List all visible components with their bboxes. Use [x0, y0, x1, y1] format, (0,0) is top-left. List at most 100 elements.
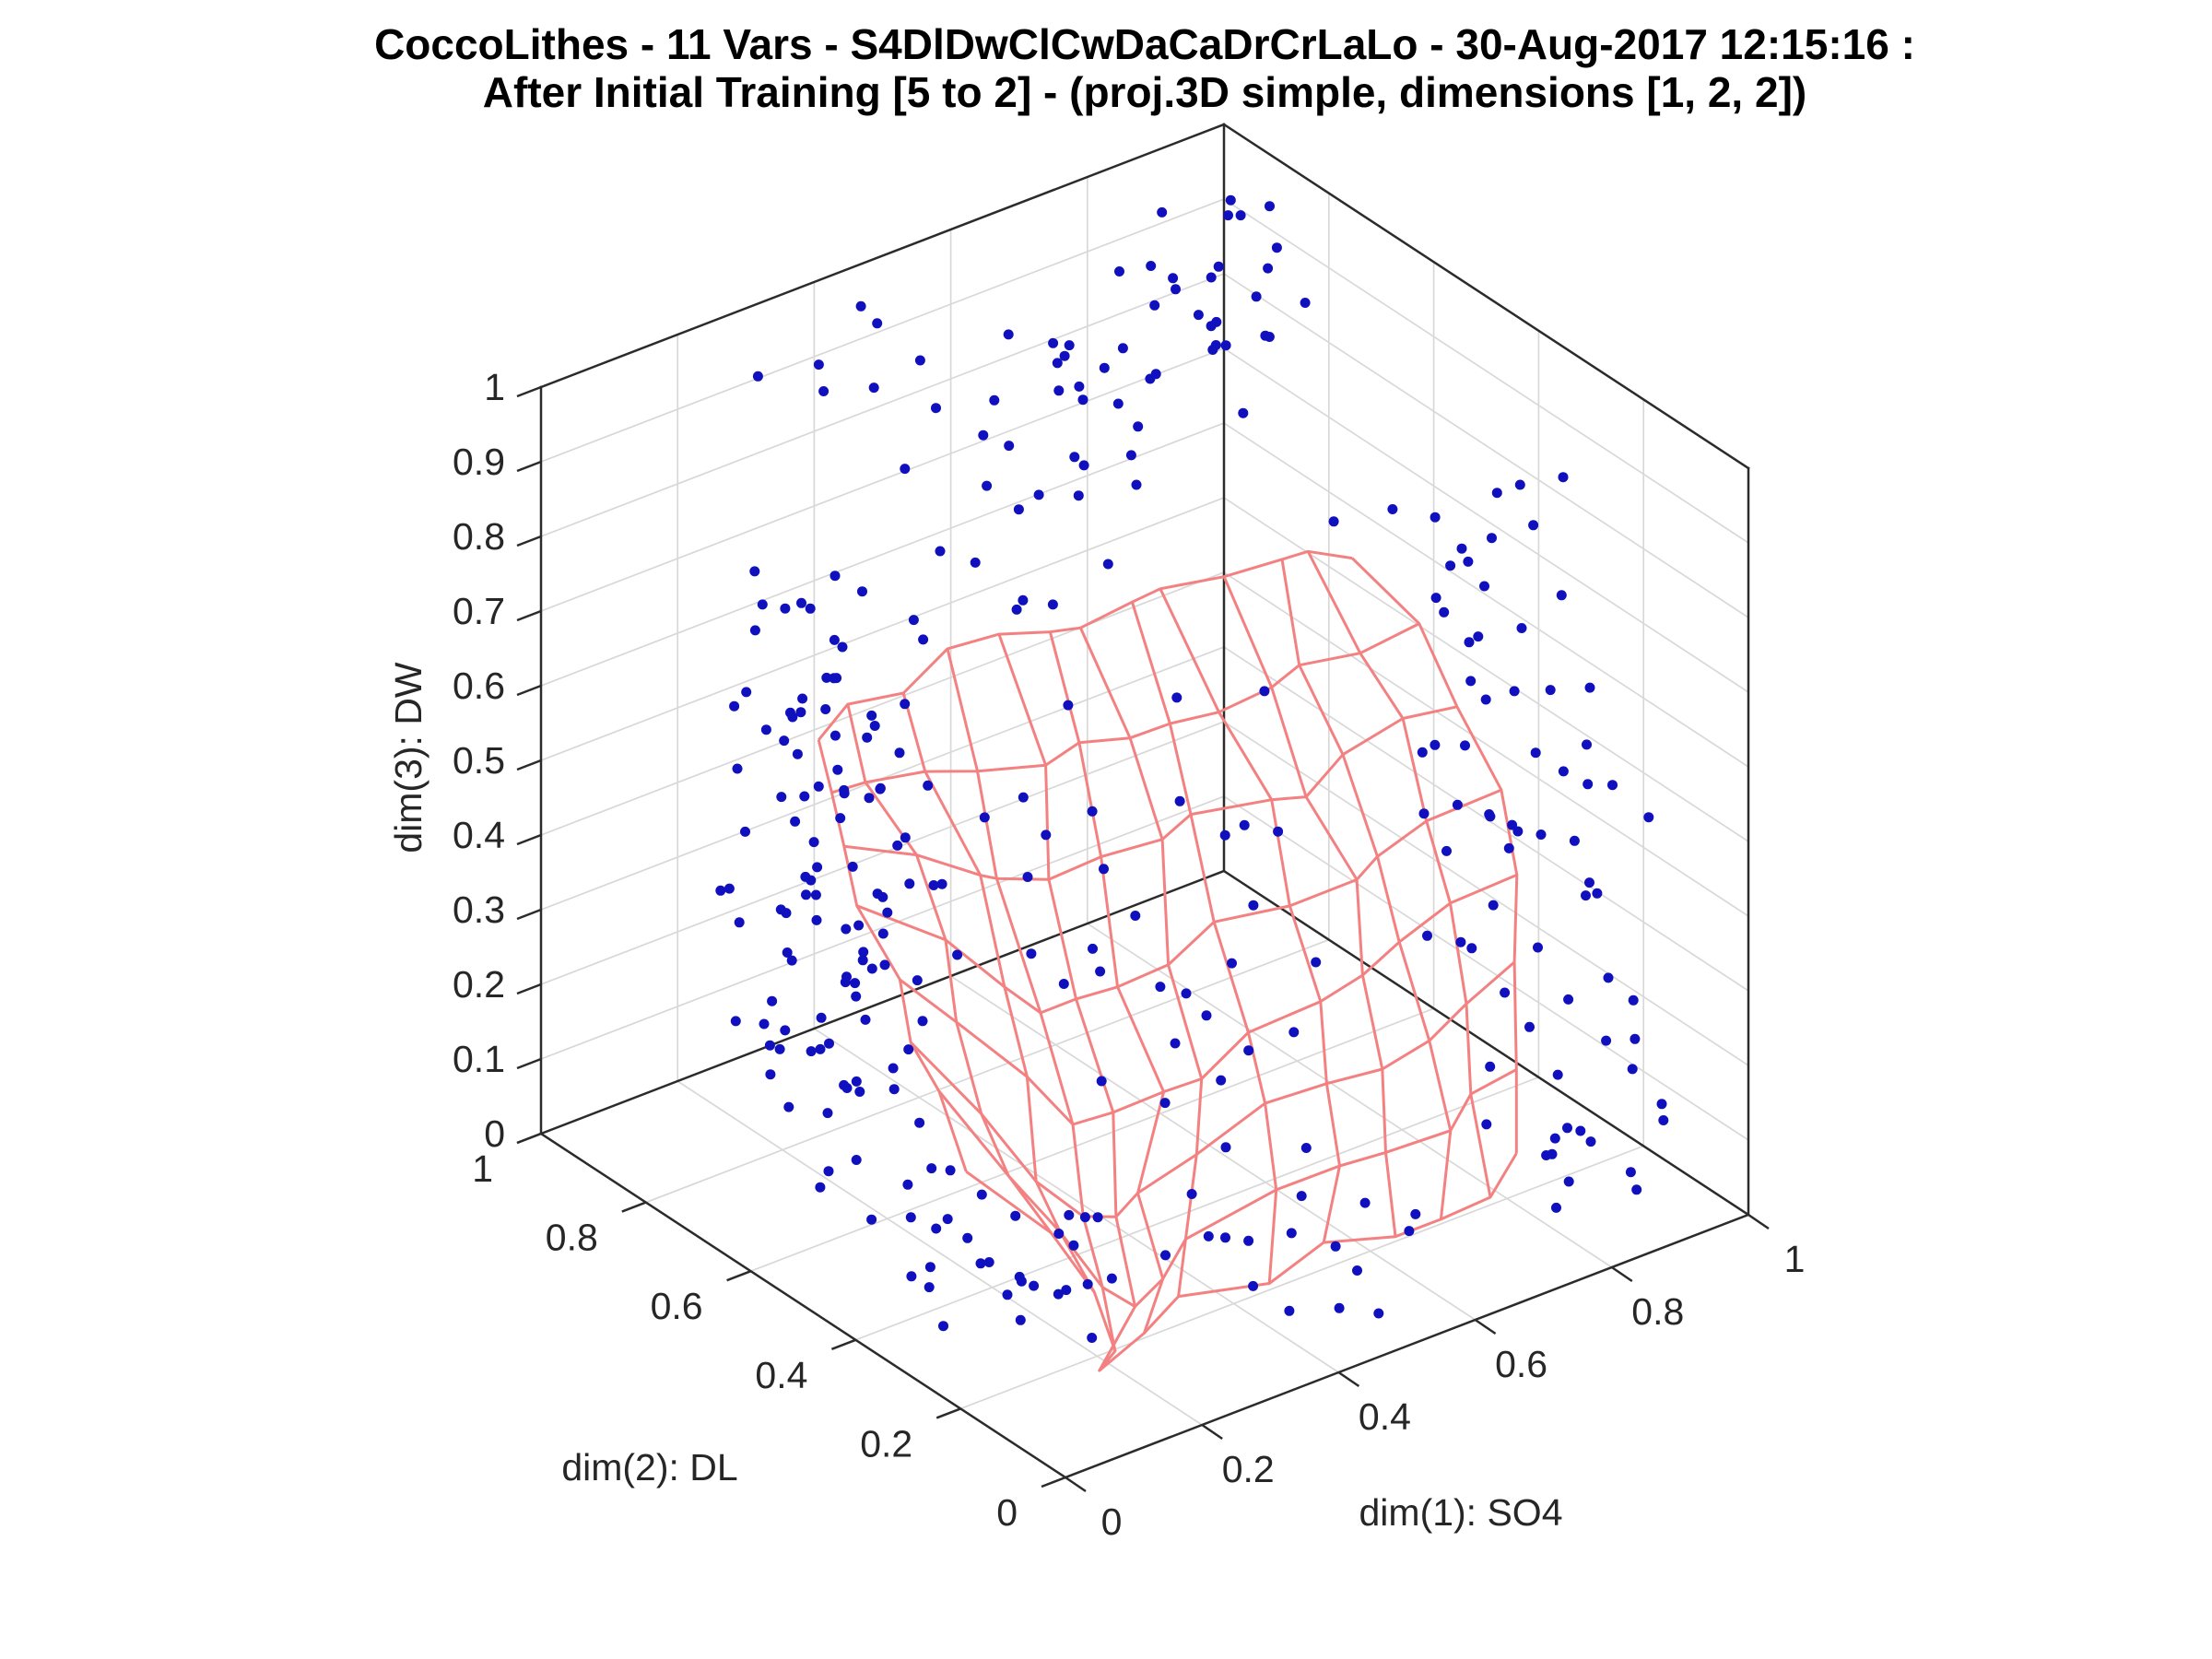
data-point: [857, 955, 868, 966]
data-point: [1216, 1075, 1227, 1086]
data-point: [1016, 1276, 1027, 1287]
data-point: [1430, 512, 1441, 523]
data-point: [1404, 1226, 1415, 1237]
data-point: [1430, 739, 1441, 750]
data-point: [864, 793, 875, 804]
data-point: [1628, 994, 1639, 1006]
data-point: [796, 597, 806, 608]
data-point: [1352, 1265, 1362, 1276]
data-point: [823, 1166, 834, 1177]
data-point: [1087, 806, 1098, 817]
data-point: [1047, 599, 1058, 610]
tick-label: 0.2: [860, 1422, 912, 1465]
data-point: [781, 908, 792, 919]
tick-label: 0.9: [453, 441, 505, 483]
data-point: [1549, 1133, 1560, 1144]
data-point: [894, 747, 905, 759]
data-point: [801, 889, 811, 900]
data-point: [900, 464, 911, 475]
data-point: [918, 634, 929, 645]
data-point: [1300, 298, 1311, 308]
tick-label: 0.6: [1495, 1343, 1547, 1385]
tick-label: 0.2: [1222, 1448, 1275, 1490]
data-point: [1029, 1280, 1040, 1291]
data-point: [1099, 864, 1109, 875]
data-point: [1263, 263, 1274, 274]
data-point: [829, 634, 840, 645]
data-point: [892, 840, 903, 851]
data-point: [1545, 685, 1556, 696]
data-point: [1079, 1212, 1090, 1223]
data-point: [1099, 362, 1110, 373]
data-point: [1018, 594, 1029, 606]
data-point: [1092, 1212, 1103, 1223]
data-point: [904, 878, 915, 889]
data-point: [783, 1101, 794, 1112]
data-point: [821, 672, 832, 683]
data-point: [1064, 1209, 1075, 1220]
data-point: [866, 963, 877, 974]
data-point: [1288, 1027, 1300, 1038]
tick-label: 0: [484, 1112, 505, 1155]
data-point: [1460, 740, 1470, 751]
data-point: [1625, 1167, 1636, 1178]
data-point: [1300, 1143, 1312, 1153]
data-point: [1563, 1176, 1574, 1187]
som-mesh: [817, 549, 1519, 1372]
z-axis-label: dim(3): DW: [387, 662, 429, 853]
data-point: [1186, 1189, 1197, 1199]
data-point: [795, 707, 806, 718]
data-point: [740, 826, 750, 837]
data-point: [1569, 835, 1580, 846]
data-point: [764, 1040, 775, 1051]
data-point: [1206, 272, 1217, 283]
data-point: [835, 813, 846, 824]
data-point: [1585, 1136, 1596, 1147]
data-point: [1503, 842, 1514, 853]
tick-label: 0: [996, 1491, 1018, 1534]
data-point: [1213, 261, 1224, 272]
data-point: [1607, 780, 1618, 791]
data-point: [724, 883, 735, 894]
data-point: [1251, 291, 1262, 302]
x-axis-label: dim(1): SO4: [1359, 1491, 1563, 1534]
data-point: [1174, 795, 1185, 806]
data-point: [820, 704, 831, 714]
data-point: [812, 862, 823, 873]
data-point: [982, 480, 993, 491]
data-point: [1500, 987, 1511, 998]
data-point: [1117, 343, 1128, 354]
data-point: [1063, 700, 1074, 711]
data-point: [1227, 958, 1237, 969]
tick-label: 0.8: [546, 1217, 598, 1259]
data-point: [928, 880, 939, 890]
data-point: [1583, 779, 1594, 790]
data-point: [1558, 472, 1569, 483]
data-point: [1466, 943, 1477, 954]
data-point: [1220, 1142, 1231, 1153]
tick-label: 1: [1784, 1238, 1806, 1280]
data-point: [1464, 637, 1475, 648]
data-point: [1562, 1123, 1572, 1134]
data-point: [1552, 1069, 1563, 1080]
data-point: [1481, 1119, 1492, 1130]
box-edges: [539, 123, 1750, 1479]
data-point: [983, 1257, 994, 1267]
data-point: [1053, 1229, 1065, 1239]
data-point: [1053, 1288, 1064, 1300]
data-point: [841, 924, 852, 935]
data-point: [808, 837, 819, 848]
data-point: [1235, 210, 1246, 221]
data-point: [1058, 979, 1069, 989]
data-point: [877, 928, 888, 939]
wall-gridlines: [539, 176, 1750, 1427]
data-point: [1563, 994, 1574, 1005]
data-point: [1248, 900, 1259, 911]
data-point: [1541, 1150, 1552, 1160]
data-point: [832, 764, 843, 775]
data-point: [1359, 1197, 1371, 1208]
data-point: [945, 1165, 956, 1176]
data-point: [774, 1043, 785, 1054]
scatter-points: [715, 194, 1669, 1343]
